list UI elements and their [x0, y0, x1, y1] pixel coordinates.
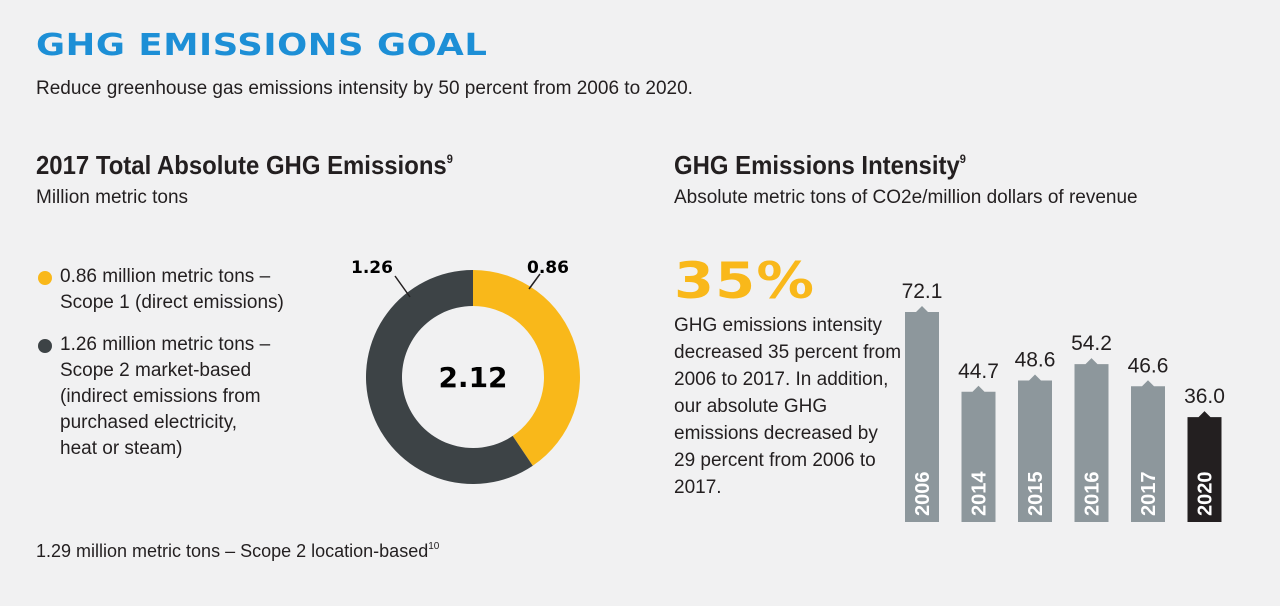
bar-value-label: 44.7 [958, 360, 999, 383]
intensity-title: GHG Emissions Intensity9 [674, 150, 966, 180]
bar-category-label: 2017 [1138, 472, 1160, 517]
donut-center-total: 2.12 [438, 361, 507, 394]
bar-2014 [961, 385, 996, 522]
bar-value-label: 36.0 [1184, 385, 1225, 408]
donut-slice-scope1 [473, 270, 580, 466]
footnote-ref: 9 [446, 152, 453, 166]
donut-chart: 0.86 1.26 2.12 [351, 258, 580, 484]
bar-group-2014: 44.7 2014 [958, 360, 999, 522]
bar-group-2015: 48.6 2015 [1015, 348, 1056, 522]
bar-2016 [1074, 358, 1109, 522]
footnote-ref: 9 [959, 152, 966, 166]
bar-group-2016: 54.2 2016 [1071, 332, 1112, 522]
leader-line-scope2 [394, 275, 411, 298]
bar-category-label: 2016 [1082, 472, 1104, 517]
bar-category-label: 2006 [912, 472, 934, 517]
intensity-subtitle: Absolute metric tons of CO2e/million dol… [674, 187, 1138, 208]
absolute-emissions-subtitle: Million metric tons [36, 187, 189, 208]
bar-value-label: 54.2 [1071, 332, 1112, 355]
bar-category-label: 2020 [1195, 472, 1217, 517]
donut-label-scope1: 0.86 [527, 258, 569, 278]
legend-line: Scope 2 market-based [60, 360, 252, 381]
scope2-location-footnote: 1.29 million metric tons – Scope 2 locat… [36, 541, 440, 561]
legend-line: 0.86 million metric tons – [60, 266, 271, 287]
intensity-bar-chart: 72.1 2006 44.7 2014 48.6 2015 54.2 2016 46.6 2017… [902, 280, 1225, 522]
bar-value-label: 46.6 [1128, 354, 1169, 377]
bar-category-label: 2015 [1025, 472, 1047, 517]
legend-dot-yellow [38, 271, 52, 285]
highlight-description: GHG emissions intensity decreased 35 per… [674, 315, 902, 498]
legend-line: Scope 1 (direct emissions) [60, 292, 284, 313]
footnote-ref: 10 [428, 541, 440, 552]
absolute-emissions-title: 2017 Total Absolute GHG Emissions9 [36, 150, 453, 180]
bar-2015 [1018, 374, 1052, 522]
bar-group-2006: 72.1 2006 [902, 280, 943, 522]
bar-2017 [1131, 380, 1165, 522]
donut-slice-scope2 [366, 270, 533, 484]
bar-category-label: 2014 [969, 471, 991, 516]
leader-line-scope1 [528, 273, 541, 290]
bar-value-label: 48.6 [1015, 348, 1056, 371]
legend-dot-dark [38, 339, 52, 353]
legend-line: purchased electricity, [60, 412, 238, 433]
page-subtitle: Reduce greenhouse gas emissions intensit… [36, 78, 693, 99]
bar-2020 [1187, 411, 1222, 522]
legend-line: heat or steam) [60, 438, 183, 459]
bar-group-2020: 36.0 2020 [1184, 385, 1225, 522]
legend-line: 1.26 million metric tons – [60, 334, 271, 355]
donut-label-scope2: 1.26 [351, 258, 393, 278]
bar-group-2017: 46.6 2017 [1128, 354, 1169, 522]
bar-2006 [905, 306, 939, 522]
legend-line: (indirect emissions from [60, 386, 261, 407]
highlight-percent: 35% [674, 252, 816, 310]
bar-value-label: 72.1 [902, 280, 943, 303]
page-title: GHG EMISSIONS GOAL [36, 28, 488, 63]
